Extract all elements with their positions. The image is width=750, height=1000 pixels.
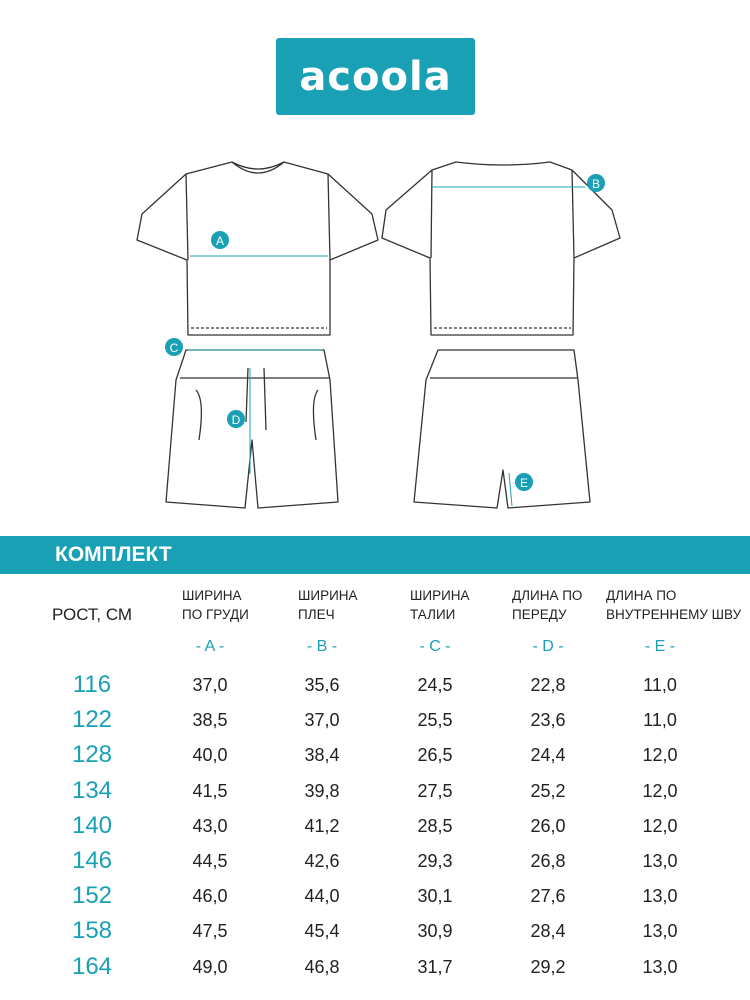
marker-a: A xyxy=(216,234,224,248)
table-header: ШИРИНА ПО ГРУДИ ШИРИНА ПЛЕЧ ШИРИНА ТАЛИИ… xyxy=(0,586,750,626)
cell-b: 44,0 xyxy=(304,886,340,907)
cell-c: 30,9 xyxy=(417,921,453,942)
letter-b: - B - xyxy=(306,638,338,655)
marker-d: D xyxy=(232,413,241,427)
size-value: 152 xyxy=(71,882,113,910)
cell-b: 41,2 xyxy=(304,815,340,836)
cell-c: 26,5 xyxy=(417,745,453,766)
column-letters: - A - - B - - C - - D - - E - xyxy=(0,638,750,660)
table-row: 116 37,0 35,6 24,5 22,8 11,0 xyxy=(0,668,750,703)
cell-e: 12,0 xyxy=(642,815,678,836)
column-header-a: ШИРИНА ПО ГРУДИ xyxy=(182,588,249,622)
tshirt-front xyxy=(136,161,379,336)
size-value: 146 xyxy=(71,846,113,874)
column-header-b: ШИРИНА ПЛЕЧ xyxy=(298,588,358,622)
shorts-back xyxy=(413,349,591,509)
size-table: 116 37,0 35,6 24,5 22,8 11,0 122 38,5 37… xyxy=(0,668,750,985)
section-title: КОМПЛЕКТ xyxy=(55,543,172,566)
marker-b: B xyxy=(592,177,600,191)
cell-d: 22,8 xyxy=(530,675,566,695)
column-header-c: ШИРИНА ТАЛИИ xyxy=(410,588,470,622)
cell-e: 13,0 xyxy=(642,850,678,871)
cell-a: 41,5 xyxy=(192,780,228,801)
cell-e: 12,0 xyxy=(642,780,678,801)
cell-d: 29,2 xyxy=(530,956,566,977)
size-value: 164 xyxy=(71,952,113,980)
size-value: 122 xyxy=(71,706,113,734)
cell-e: 12,0 xyxy=(642,745,678,766)
table-row: 122 38,5 37,0 25,5 23,6 11,0 xyxy=(0,703,750,738)
size-value: 116 xyxy=(72,671,112,698)
table-row: 152 46,0 44,0 30,1 27,6 13,0 xyxy=(0,879,750,914)
cell-e: 11,0 xyxy=(643,710,677,731)
cell-e: 13,0 xyxy=(642,921,678,942)
cell-a: 46,0 xyxy=(192,886,228,907)
size-value: 140 xyxy=(71,811,113,839)
size-value: 128 xyxy=(71,741,113,769)
letter-a: - A - xyxy=(195,638,225,655)
cell-c: 29,3 xyxy=(417,850,453,871)
cell-d: 23,6 xyxy=(530,710,566,731)
marker-c: C xyxy=(170,341,179,355)
cell-d: 26,8 xyxy=(530,850,566,871)
measure-markers: A B C D E xyxy=(165,174,605,491)
cell-c: 31,7 xyxy=(417,956,453,977)
cell-b: 37,0 xyxy=(304,710,340,731)
logo-text: acoola xyxy=(299,53,452,100)
cell-c: 28,5 xyxy=(417,815,453,836)
cell-d: 27,6 xyxy=(530,886,566,907)
cell-d: 28,4 xyxy=(530,921,566,942)
tshirt-back xyxy=(381,161,621,336)
cell-a: 37,0 xyxy=(192,675,228,695)
section-banner: КОМПЛЕКТ xyxy=(0,536,750,574)
cell-b: 35,6 xyxy=(304,675,340,695)
letter-d: - D - xyxy=(532,638,564,655)
cell-d: 25,2 xyxy=(530,780,566,801)
cell-e: 13,0 xyxy=(642,956,678,977)
cell-c: 30,1 xyxy=(417,886,453,907)
column-header-d: ДЛИНА ПО ПЕРЕДУ xyxy=(512,588,583,622)
cell-a: 49,0 xyxy=(192,956,228,977)
cell-e: 13,0 xyxy=(642,886,678,907)
cell-e: 11,0 xyxy=(643,675,677,695)
table-row: 128 40,0 38,4 26,5 24,4 12,0 xyxy=(0,738,750,773)
marker-e: E xyxy=(520,476,528,490)
cell-b: 38,4 xyxy=(304,745,340,766)
cell-d: 24,4 xyxy=(530,745,566,766)
table-row: 140 43,0 41,2 28,5 26,0 12,0 xyxy=(0,809,750,844)
cell-c: 27,5 xyxy=(417,780,453,801)
shorts-front xyxy=(165,349,339,509)
garment-diagram: A B C D E xyxy=(136,161,621,509)
table-row: 164 49,0 46,8 31,7 29,2 13,0 xyxy=(0,950,750,985)
cell-a: 38,5 xyxy=(192,710,228,731)
cell-a: 44,5 xyxy=(192,850,228,871)
cell-c: 24,5 xyxy=(417,675,453,695)
cell-a: 47,5 xyxy=(192,921,228,942)
table-row: 146 44,5 42,6 29,3 26,8 13,0 xyxy=(0,844,750,879)
size-value: 134 xyxy=(71,776,113,804)
table-row: 134 41,5 39,8 27,5 25,2 12,0 xyxy=(0,774,750,809)
brand-logo: acoola xyxy=(276,38,475,115)
table-row: 158 47,5 45,4 30,9 28,4 13,0 xyxy=(0,914,750,949)
cell-a: 40,0 xyxy=(192,745,228,766)
cell-c: 25,5 xyxy=(417,710,453,731)
column-header-e: ДЛИНА ПО ВНУТРЕННЕМУ ШВУ xyxy=(606,588,742,622)
row-header: РОСТ, СМ xyxy=(52,605,133,624)
cell-b: 42,6 xyxy=(304,850,340,871)
letter-e: - E - xyxy=(644,638,676,655)
cell-d: 26,0 xyxy=(530,815,566,836)
cell-b: 39,8 xyxy=(304,780,340,801)
cell-b: 46,8 xyxy=(304,956,340,977)
size-value: 158 xyxy=(71,917,113,945)
letter-c: - C - xyxy=(419,638,451,655)
cell-b: 45,4 xyxy=(304,921,340,942)
cell-a: 43,0 xyxy=(192,815,228,836)
